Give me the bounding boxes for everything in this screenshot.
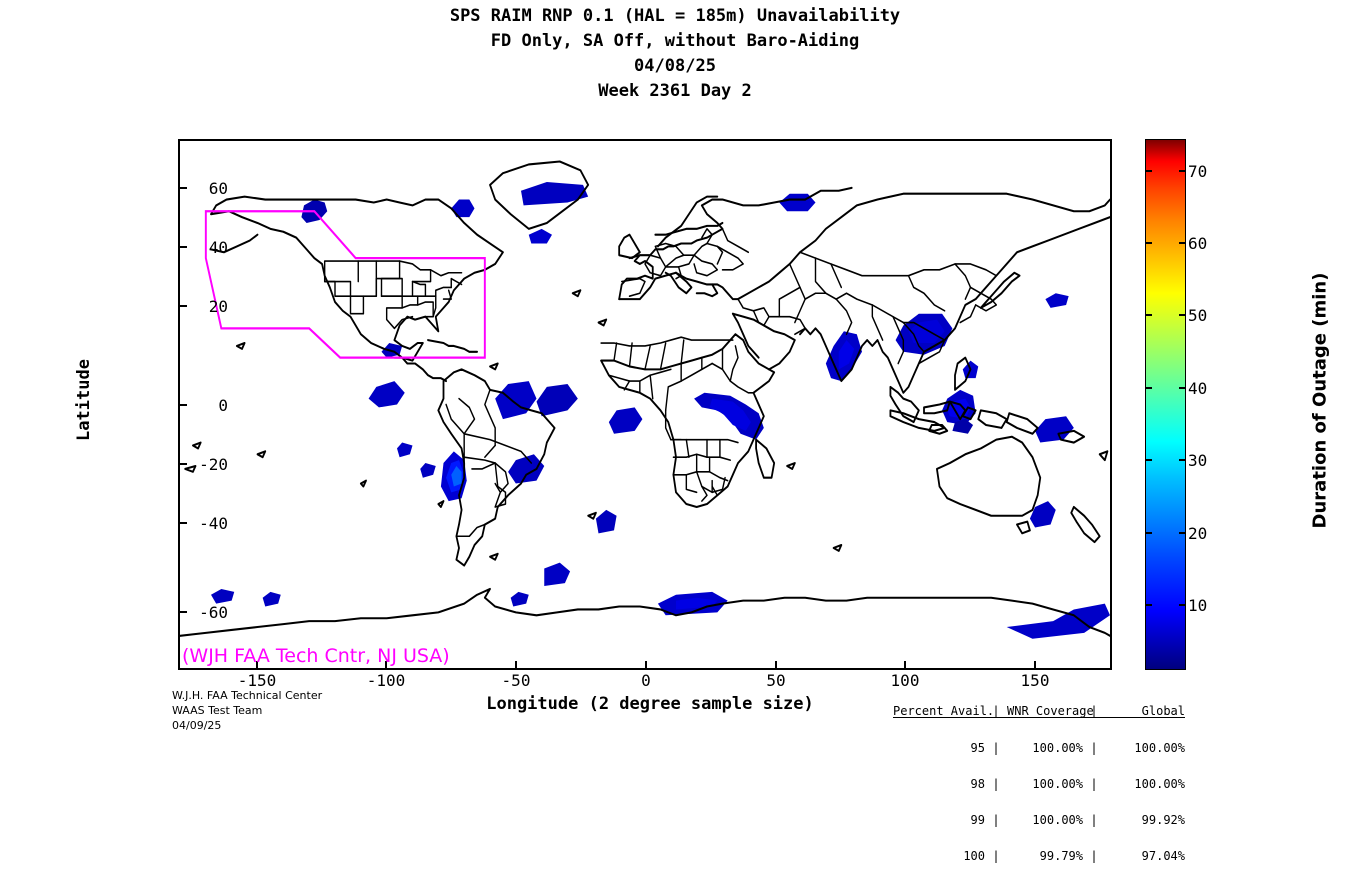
x-tick-mark--150 xyxy=(256,661,258,670)
cb-tick-mark-70 xyxy=(1145,170,1152,172)
cb-tick-mark-50 xyxy=(1145,314,1152,316)
cb-tick-label-70: 70 xyxy=(1188,162,1208,181)
stats-cell-global: 100.00% xyxy=(1134,741,1185,755)
cb-tick-label-40: 40 xyxy=(1188,379,1208,398)
y-tick-mark--60 xyxy=(178,611,187,613)
cb-tick-label-20: 20 xyxy=(1188,524,1208,543)
table-row: 100 | 99.79% | 97.04% xyxy=(893,850,1185,862)
y-tick-mark--20 xyxy=(178,463,187,465)
stats-cell-global: 100.00% xyxy=(1134,777,1185,791)
credits-block: W.J.H. FAA Technical Center WAAS Test Te… xyxy=(172,688,322,733)
x-tick-mark--100 xyxy=(385,661,387,670)
credit-line-2: WAAS Test Team xyxy=(172,704,263,717)
stats-header-sep-2: | xyxy=(1090,704,1098,718)
title-line-3: 04/08/25 xyxy=(634,56,716,76)
cb-tick-mark-30-r xyxy=(1179,459,1186,461)
x-tick-label--50: -50 xyxy=(501,671,531,690)
credit-line-1: W.J.H. FAA Technical Center xyxy=(172,689,323,702)
waas-service-volume-polygon xyxy=(204,210,486,359)
map-svg xyxy=(180,160,1110,639)
y-axis-label: Latitude xyxy=(74,359,94,441)
cb-tick-label-30: 30 xyxy=(1188,451,1208,470)
stats-cell-global: 99.92% xyxy=(1141,813,1185,827)
x-tick-label-0: 0 xyxy=(641,671,651,690)
cb-tick-label-10: 10 xyxy=(1188,596,1208,615)
stats-cell-avail: 95 xyxy=(970,741,985,755)
table-row: 95 | 100.00% | 100.00% xyxy=(893,742,1185,754)
x-tick-label--100: -100 xyxy=(366,671,406,690)
stats-sep: | xyxy=(992,741,1000,755)
stats-header-wnr: WNR Coverage xyxy=(1007,704,1094,718)
y-tick-label--20: -20 xyxy=(199,455,228,474)
x-tick-mark-100 xyxy=(904,661,906,670)
cb-tick-mark-50-r xyxy=(1179,314,1186,316)
stats-sep: | xyxy=(992,813,1000,827)
title-line-2: FD Only, SA Off, without Baro-Aiding xyxy=(490,31,860,51)
x-tick-mark-0 xyxy=(645,661,647,670)
x-tick-mark-50 xyxy=(775,661,777,670)
stats-cell-wnr: 100.00% xyxy=(1032,741,1083,755)
stats-sep: | xyxy=(1090,849,1098,863)
y-tick-mark-40 xyxy=(178,246,187,248)
y-tick-label-0: 0 xyxy=(218,396,228,415)
y-tick-mark-20 xyxy=(178,305,187,307)
y-tick-mark--40 xyxy=(178,522,187,524)
stats-header-global: Global xyxy=(1141,704,1185,718)
x-axis-label: Longitude (2 degree sample size) xyxy=(486,694,814,714)
cb-tick-label-60: 60 xyxy=(1188,234,1208,253)
stats-header-avail: Percent Avail. xyxy=(893,704,995,718)
cb-tick-mark-20 xyxy=(1145,532,1152,534)
stats-sep: | xyxy=(992,849,1000,863)
title-line-4: Week 2361 Day 2 xyxy=(598,81,752,101)
x-tick-label-150: 150 xyxy=(1020,671,1050,690)
x-tick-label-100: 100 xyxy=(890,671,920,690)
colorbar-gradient xyxy=(1145,139,1186,670)
stats-sep: | xyxy=(1090,741,1098,755)
cb-tick-mark-10-r xyxy=(1179,604,1186,606)
x-tick-mark-150 xyxy=(1034,661,1036,670)
stats-sep: | xyxy=(1090,813,1098,827)
world-map-plot xyxy=(178,139,1112,670)
chart-title-block: SPS RAIM RNP 0.1 (HAL = 185m) Unavailabi… xyxy=(0,4,1350,104)
y-tick-label-60: 60 xyxy=(208,179,228,198)
y-tick-label-40: 40 xyxy=(208,238,228,257)
cb-tick-mark-40 xyxy=(1145,387,1152,389)
availability-stats-table: Percent Avail.| WNR Coverage| Global 95 | 10… xyxy=(893,681,1185,874)
coastlines xyxy=(180,160,1110,637)
stats-cell-global: 97.04% xyxy=(1141,849,1185,863)
y-tick-label-20: 20 xyxy=(208,297,228,316)
y-tick-label--60: -60 xyxy=(199,603,228,622)
y-tick-mark-0 xyxy=(178,404,187,406)
colorbar xyxy=(1145,139,1186,670)
stats-sep: | xyxy=(992,777,1000,791)
cb-tick-mark-60-r xyxy=(1179,242,1186,244)
stats-cell-wnr: 99.79% xyxy=(1039,849,1083,863)
cb-tick-mark-10 xyxy=(1145,604,1152,606)
x-tick-label-50: 50 xyxy=(766,671,786,690)
cb-tick-label-50: 50 xyxy=(1188,306,1208,325)
stats-cell-avail: 99 xyxy=(970,813,985,827)
x-tick-label--150: -150 xyxy=(237,671,277,690)
stats-sep: | xyxy=(1090,777,1098,791)
table-row: 99 | 100.00% | 99.92% xyxy=(893,814,1185,826)
cb-tick-mark-70-r xyxy=(1179,170,1186,172)
stats-cell-wnr: 100.00% xyxy=(1032,777,1083,791)
cb-tick-mark-20-r xyxy=(1179,532,1186,534)
x-tick-mark--50 xyxy=(515,661,517,670)
cb-tick-mark-60 xyxy=(1145,242,1152,244)
stats-cell-avail: 98 xyxy=(970,777,985,791)
colorbar-label: Duration of Outage (min) xyxy=(1309,272,1331,529)
stats-header-row: Percent Avail.| WNR Coverage| Global xyxy=(893,705,1185,718)
stats-cell-avail: 100 xyxy=(963,849,985,863)
credit-line-3: 04/09/25 xyxy=(172,719,222,732)
y-tick-mark-60 xyxy=(178,187,187,189)
cb-tick-mark-40-r xyxy=(1179,387,1186,389)
stats-cell-wnr: 100.00% xyxy=(1032,813,1083,827)
title-line-1: SPS RAIM RNP 0.1 (HAL = 185m) Unavailabi… xyxy=(449,6,901,26)
stats-header-sep-1: | xyxy=(992,704,1000,718)
y-tick-label--40: -40 xyxy=(199,514,228,533)
table-row: 98 | 100.00% | 100.00% xyxy=(893,778,1185,790)
cb-tick-mark-30 xyxy=(1145,459,1152,461)
watermark-text: (WJH FAA Tech Cntr, NJ USA) xyxy=(182,645,450,667)
